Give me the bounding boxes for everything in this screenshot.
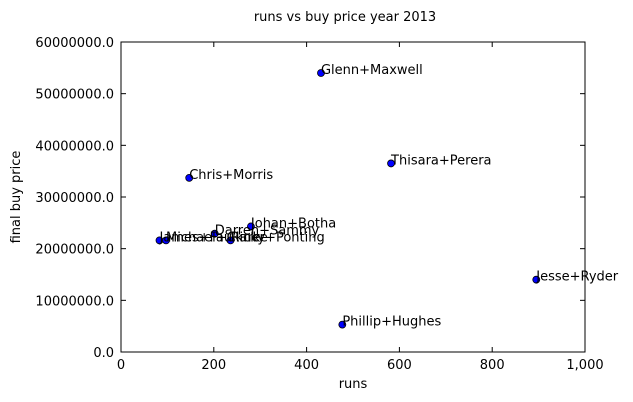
y-axis: 0.0 10000000.0 20000000.0 30000000.0 4000000… — [35, 36, 585, 361]
data-point — [317, 69, 325, 77]
data-point — [226, 236, 235, 245]
plot-border — [120, 41, 586, 353]
data-point-label: Jesse+Ryder — [535, 270, 619, 285]
plot-area — [120, 41, 586, 353]
data-points — [155, 69, 541, 329]
data-point-label: Glenn+Maxwell — [321, 63, 423, 78]
x-axis-label: runs — [339, 377, 368, 392]
data-point — [210, 229, 219, 238]
x-tick-label: 600 — [387, 358, 412, 373]
x-tick-label: 800 — [480, 358, 505, 373]
data-point-label: Johan+Botha — [250, 216, 336, 231]
data-point — [338, 320, 347, 329]
y-tick-label: 30000000.0 — [35, 191, 114, 206]
data-point-label: Ricky+Ponting — [231, 230, 325, 245]
data-point — [162, 236, 170, 245]
data-point-label: Chris+Morris — [189, 168, 273, 183]
data-point-label: Michael+Clarke — [166, 230, 268, 245]
y-tick-label: 20000000.0 — [35, 243, 114, 258]
data-point-label: Phillip+Hughes — [342, 315, 441, 330]
data-point-label: James+Faulkner — [159, 230, 266, 245]
x-tick-label: 200 — [201, 358, 226, 373]
data-point — [185, 173, 194, 182]
x-tick-label: 0 — [117, 358, 125, 373]
y-tick-label: 0.0 — [93, 346, 114, 361]
y-axis-label: final buy price — [9, 151, 24, 244]
x-axis: 0 200 400 600 800 1,000 — [117, 42, 604, 373]
chart-title: runs vs buy price year 2013 — [254, 10, 436, 25]
data-point-label: Darren+Sammy — [215, 224, 320, 239]
point-labels: Glenn+Maxwell Thisara+Perera Chris+Morris J… — [159, 63, 619, 330]
y-tick-label: 50000000.0 — [35, 88, 114, 103]
data-point — [387, 159, 395, 168]
y-tick-label: 10000000.0 — [35, 294, 114, 309]
data-point — [247, 222, 255, 231]
x-tick-label: 400 — [294, 358, 319, 373]
x-tick-label: 1,000 — [566, 358, 603, 373]
data-point — [532, 275, 541, 284]
data-point-label: Thisara+Perera — [390, 153, 491, 168]
y-tick-label: 60000000.0 — [35, 36, 114, 51]
y-tick-label: 40000000.0 — [35, 139, 114, 154]
